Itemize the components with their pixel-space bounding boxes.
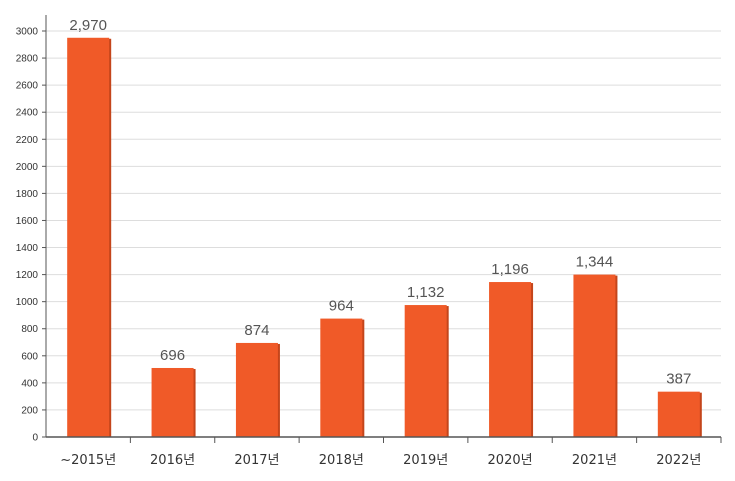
- y-tick-label: 600: [21, 351, 38, 362]
- x-tick-label: 2019년: [403, 453, 448, 468]
- labels: 0 200 400 600 800 1000 1200 1400 1600 1800 2000 220…: [16, 17, 702, 468]
- x-tick-label: 2022년: [656, 453, 701, 468]
- y-tick-label: 3000: [16, 27, 39, 38]
- data-label: 1,344: [576, 254, 614, 271]
- y-tick-label: 1000: [16, 297, 39, 308]
- y-tick-label: 2200: [16, 135, 39, 146]
- x-tick-label: 2021년: [572, 453, 617, 468]
- data-label: 2,970: [69, 17, 107, 34]
- y-tick-label: 800: [21, 324, 38, 335]
- bar: [151, 367, 194, 437]
- y-tick-label: 400: [21, 378, 38, 389]
- data-label: 1,196: [491, 261, 529, 278]
- data-label: 696: [160, 347, 185, 364]
- y-tick-label: 1600: [16, 216, 39, 227]
- data-label: 874: [244, 322, 269, 339]
- y-tick-label: 1200: [16, 270, 39, 281]
- data-label: 387: [666, 371, 691, 388]
- gridlines: [46, 30, 721, 411]
- y-tick-label: 0: [32, 433, 38, 444]
- data-label: 1,132: [407, 284, 445, 301]
- bar: [320, 318, 363, 437]
- bar: [657, 391, 700, 437]
- bar: [404, 305, 447, 437]
- bars: [67, 37, 702, 438]
- x-tick-label: 2018년: [319, 453, 364, 468]
- x-tick-label: ~2015년: [60, 453, 116, 468]
- y-tick-label: 1400: [16, 243, 39, 254]
- data-label: 964: [329, 298, 354, 315]
- bar: [573, 274, 616, 437]
- y-tick-label: 2600: [16, 81, 39, 92]
- y-tick-label: 2400: [16, 108, 39, 119]
- bar: [235, 342, 278, 437]
- x-tick-label: 2017년: [234, 453, 279, 468]
- bar: [67, 37, 110, 438]
- x-tick-label: 2020년: [488, 453, 533, 468]
- x-tick-label: 2016년: [150, 453, 195, 468]
- bar: [489, 282, 532, 437]
- axes: [42, 15, 722, 443]
- y-tick-label: 2000: [16, 162, 39, 173]
- y-tick-label: 200: [21, 405, 38, 416]
- y-tick-label: 1800: [16, 189, 39, 200]
- y-tick-label: 2800: [16, 54, 39, 65]
